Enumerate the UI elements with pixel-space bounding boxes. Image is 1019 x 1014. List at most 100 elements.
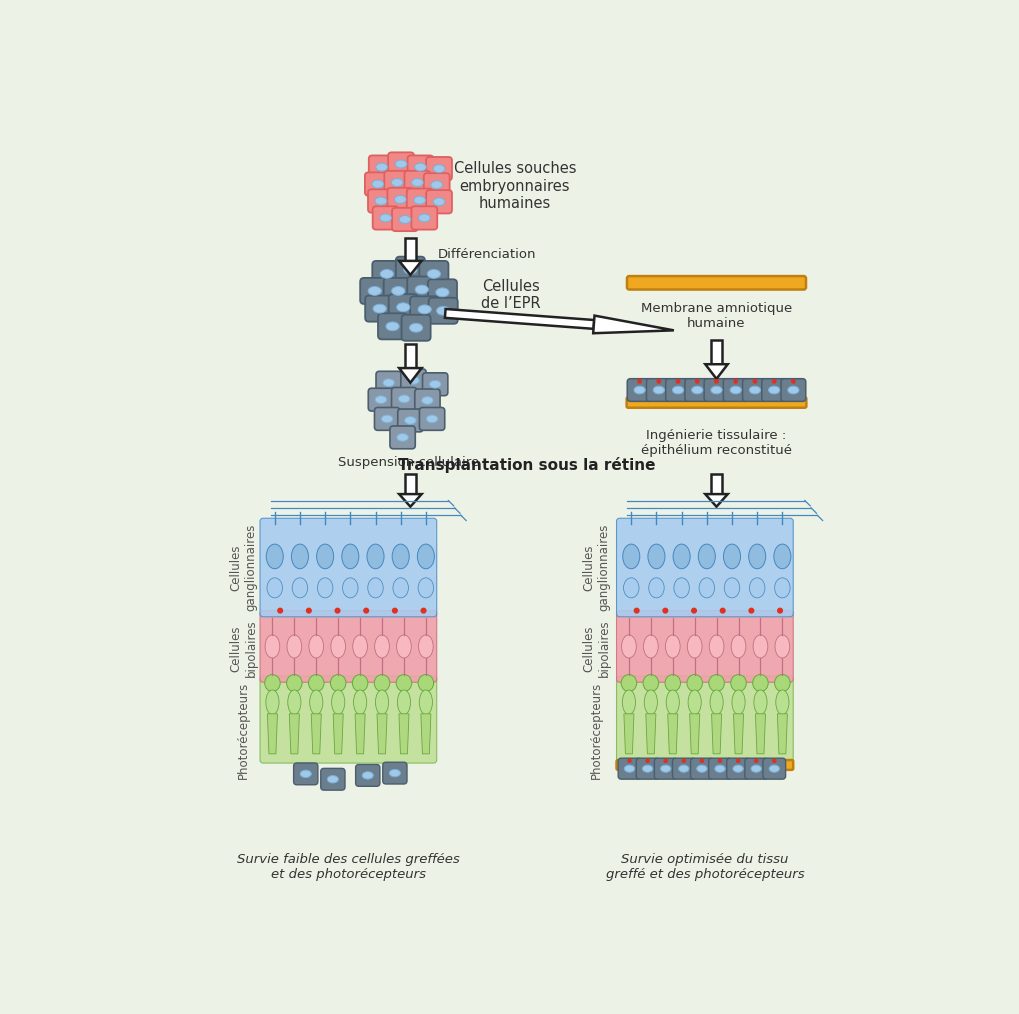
FancyBboxPatch shape <box>391 387 417 411</box>
Ellipse shape <box>266 545 283 569</box>
Circle shape <box>663 759 666 763</box>
Polygon shape <box>267 714 277 753</box>
Ellipse shape <box>696 766 706 773</box>
Ellipse shape <box>374 674 389 692</box>
Ellipse shape <box>642 766 652 773</box>
Ellipse shape <box>774 635 789 658</box>
Ellipse shape <box>368 578 383 598</box>
Ellipse shape <box>773 578 790 598</box>
Bar <box>405 238 416 261</box>
Ellipse shape <box>352 674 368 692</box>
Ellipse shape <box>367 545 383 569</box>
Ellipse shape <box>291 545 308 569</box>
Polygon shape <box>398 714 409 753</box>
Circle shape <box>628 759 631 763</box>
FancyBboxPatch shape <box>426 190 451 213</box>
Bar <box>710 341 721 364</box>
Polygon shape <box>311 714 321 753</box>
Ellipse shape <box>418 214 430 222</box>
Ellipse shape <box>773 674 790 692</box>
Circle shape <box>719 608 725 612</box>
FancyBboxPatch shape <box>654 758 677 779</box>
FancyBboxPatch shape <box>615 610 793 682</box>
Ellipse shape <box>265 635 279 658</box>
Ellipse shape <box>317 578 332 598</box>
FancyBboxPatch shape <box>419 408 444 430</box>
FancyBboxPatch shape <box>422 373 447 395</box>
FancyBboxPatch shape <box>407 277 436 302</box>
Text: Cellules
bipolaires: Cellules bipolaires <box>582 620 609 677</box>
FancyBboxPatch shape <box>391 208 418 231</box>
FancyBboxPatch shape <box>615 518 793 617</box>
FancyBboxPatch shape <box>365 172 390 196</box>
Polygon shape <box>421 714 430 753</box>
Ellipse shape <box>375 395 386 404</box>
Ellipse shape <box>381 415 392 423</box>
Ellipse shape <box>286 674 302 692</box>
Ellipse shape <box>433 198 444 206</box>
Ellipse shape <box>368 287 381 295</box>
Polygon shape <box>704 364 727 379</box>
FancyBboxPatch shape <box>387 188 413 211</box>
Ellipse shape <box>394 196 406 204</box>
Ellipse shape <box>435 288 448 297</box>
Ellipse shape <box>418 674 433 692</box>
Ellipse shape <box>660 766 671 773</box>
Ellipse shape <box>414 163 426 171</box>
Ellipse shape <box>709 690 722 715</box>
Ellipse shape <box>316 545 333 569</box>
Ellipse shape <box>353 635 367 658</box>
FancyBboxPatch shape <box>708 758 731 779</box>
Ellipse shape <box>698 578 714 598</box>
FancyBboxPatch shape <box>744 758 766 779</box>
Ellipse shape <box>436 306 449 315</box>
Text: Suspension cellulaire: Suspension cellulaire <box>338 456 479 468</box>
Circle shape <box>392 608 396 612</box>
Ellipse shape <box>417 545 434 569</box>
Polygon shape <box>776 714 787 753</box>
Circle shape <box>645 759 648 763</box>
Ellipse shape <box>731 635 745 658</box>
Ellipse shape <box>730 674 746 692</box>
Circle shape <box>734 379 737 383</box>
Ellipse shape <box>395 674 412 692</box>
FancyBboxPatch shape <box>665 378 690 402</box>
FancyBboxPatch shape <box>627 378 651 402</box>
Ellipse shape <box>354 690 367 715</box>
Circle shape <box>307 608 311 612</box>
Ellipse shape <box>687 635 701 658</box>
Ellipse shape <box>621 674 636 692</box>
Polygon shape <box>398 368 421 382</box>
Ellipse shape <box>710 386 721 393</box>
Ellipse shape <box>330 635 345 658</box>
Circle shape <box>662 608 667 612</box>
Circle shape <box>695 379 698 383</box>
Ellipse shape <box>392 578 408 598</box>
FancyBboxPatch shape <box>388 152 414 175</box>
Text: Cellules souches
embryonnaires
humaines: Cellules souches embryonnaires humaines <box>453 161 576 211</box>
Text: Survie optimisée du tissu
greffé et des photorécepteurs: Survie optimisée du tissu greffé et des … <box>605 853 803 881</box>
Ellipse shape <box>398 395 410 403</box>
FancyBboxPatch shape <box>615 676 793 764</box>
Circle shape <box>676 379 679 383</box>
Polygon shape <box>711 714 720 753</box>
Ellipse shape <box>708 635 723 658</box>
FancyBboxPatch shape <box>320 769 344 790</box>
Ellipse shape <box>385 321 398 331</box>
Ellipse shape <box>266 690 279 715</box>
Ellipse shape <box>396 635 411 658</box>
Ellipse shape <box>427 270 440 279</box>
FancyBboxPatch shape <box>395 257 425 283</box>
Ellipse shape <box>622 690 635 715</box>
Ellipse shape <box>287 690 301 715</box>
Ellipse shape <box>264 674 280 692</box>
Ellipse shape <box>691 386 702 393</box>
Text: Cellules
ganglionnaires: Cellules ganglionnaires <box>229 524 258 611</box>
Ellipse shape <box>433 164 444 172</box>
Ellipse shape <box>362 772 373 779</box>
FancyBboxPatch shape <box>428 279 457 305</box>
Ellipse shape <box>686 674 702 692</box>
Circle shape <box>714 379 717 383</box>
Ellipse shape <box>621 635 636 658</box>
Ellipse shape <box>409 323 422 333</box>
